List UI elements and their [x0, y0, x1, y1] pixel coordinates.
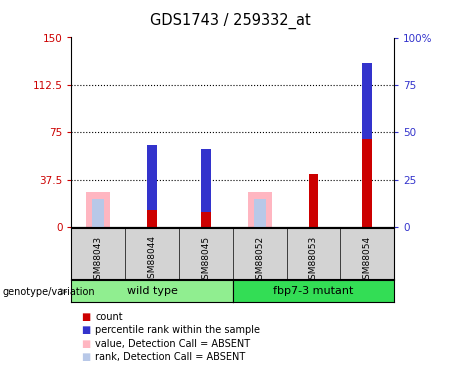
Bar [86, 192, 111, 227]
Bar [254, 199, 266, 227]
Text: wild type: wild type [127, 286, 177, 296]
Bar [362, 63, 372, 138]
Bar [248, 192, 272, 227]
Bar [201, 148, 211, 212]
Text: GDS1743 / 259332_at: GDS1743 / 259332_at [150, 13, 311, 29]
Text: percentile rank within the sample: percentile rank within the sample [95, 326, 260, 335]
Text: GSM88054: GSM88054 [363, 236, 372, 285]
Text: GSM88044: GSM88044 [148, 236, 157, 284]
Text: rank, Detection Call = ABSENT: rank, Detection Call = ABSENT [95, 352, 246, 362]
Text: ■: ■ [81, 326, 90, 335]
Text: value, Detection Call = ABSENT: value, Detection Call = ABSENT [95, 339, 250, 349]
Bar [148, 145, 157, 210]
Text: ■: ■ [81, 339, 90, 349]
Bar [148, 145, 157, 227]
Text: ■: ■ [81, 352, 90, 362]
Text: GSM88043: GSM88043 [94, 236, 103, 285]
Text: GSM88053: GSM88053 [309, 236, 318, 285]
Text: count: count [95, 312, 123, 322]
Text: fbp7-3 mutant: fbp7-3 mutant [273, 286, 354, 296]
Text: ■: ■ [81, 312, 90, 322]
Bar [309, 174, 318, 227]
Bar [362, 63, 372, 227]
Text: genotype/variation: genotype/variation [2, 287, 95, 297]
Text: GSM88045: GSM88045 [201, 236, 210, 285]
Text: GSM88052: GSM88052 [255, 236, 264, 285]
Bar [92, 199, 104, 227]
Bar [201, 148, 211, 227]
